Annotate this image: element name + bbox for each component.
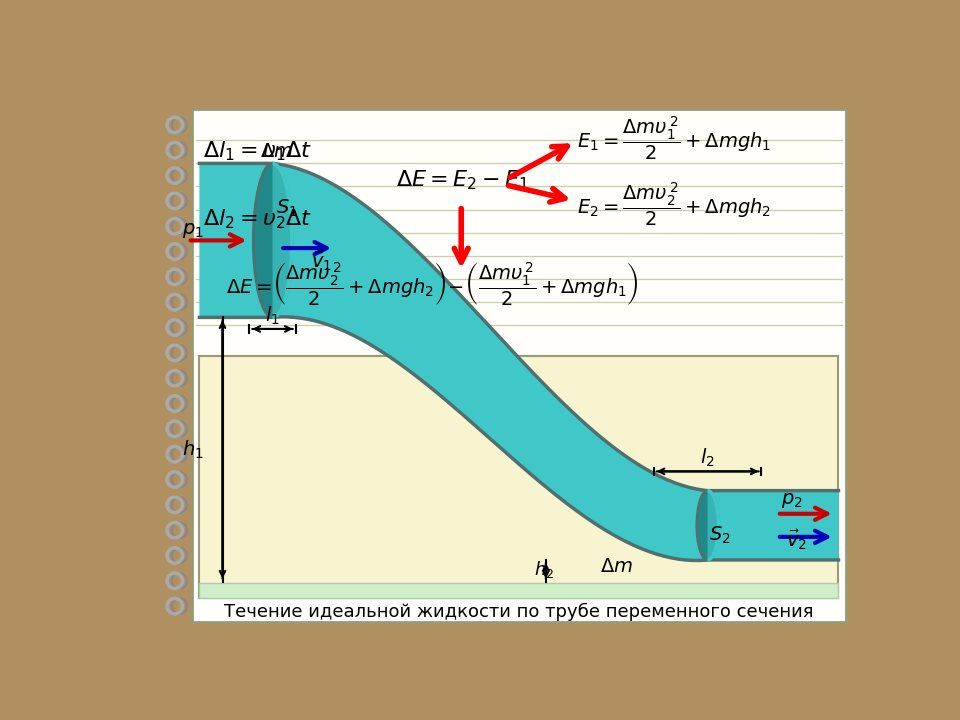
Text: $p_2$: $p_2$ — [780, 491, 803, 510]
Polygon shape — [200, 163, 838, 560]
Bar — [200, 583, 838, 598]
Text: $l_1$: $l_1$ — [265, 305, 280, 327]
Text: $h_1$: $h_1$ — [181, 438, 204, 461]
Text: $E_1 = \dfrac{\Delta m\upsilon_1^{\,2}}{2} + \Delta mgh_1$: $E_1 = \dfrac{\Delta m\upsilon_1^{\,2}}{… — [577, 114, 771, 162]
Text: $\Delta m$: $\Delta m$ — [260, 143, 293, 161]
Ellipse shape — [253, 163, 292, 318]
Bar — [192, 109, 846, 621]
Text: $\Delta E = \!\left(\dfrac{\Delta m\upsilon_2^{\,2}}{2} + \Delta mgh_2\right)\! : $\Delta E = \!\left(\dfrac{\Delta m\upsi… — [227, 261, 639, 308]
Text: $\Delta m$: $\Delta m$ — [600, 557, 633, 575]
Text: $p_1$: $p_1$ — [181, 221, 204, 240]
Text: $E_2 = \dfrac{\Delta m\upsilon_2^{\,2}}{2} + \Delta mgh_2$: $E_2 = \dfrac{\Delta m\upsilon_2^{\,2}}{… — [577, 180, 771, 228]
Text: $S_1$: $S_1$ — [276, 197, 299, 219]
Text: $\vec{v}_2$: $\vec{v}_2$ — [786, 528, 807, 552]
Text: $\Delta E = E_2 - E_1$: $\Delta E = E_2 - E_1$ — [396, 168, 529, 192]
Ellipse shape — [697, 490, 718, 560]
Text: $\vec{v}_1$: $\vec{v}_1$ — [311, 248, 332, 273]
Bar — [200, 356, 838, 598]
Text: $h_2$: $h_2$ — [535, 559, 555, 580]
Polygon shape — [708, 490, 718, 560]
Text: $\Delta l_1 = \upsilon_1 \Delta t$: $\Delta l_1 = \upsilon_1 \Delta t$ — [204, 139, 313, 163]
Text: $\Delta l_2 = \upsilon_2 \Delta t$: $\Delta l_2 = \upsilon_2 \Delta t$ — [204, 207, 313, 230]
Text: $S_2$: $S_2$ — [709, 525, 731, 546]
Text: $l_2$: $l_2$ — [700, 446, 715, 469]
Polygon shape — [273, 163, 292, 318]
Text: Течение идеальной жидкости по трубе переменного сечения: Течение идеальной жидкости по трубе пере… — [225, 603, 814, 621]
